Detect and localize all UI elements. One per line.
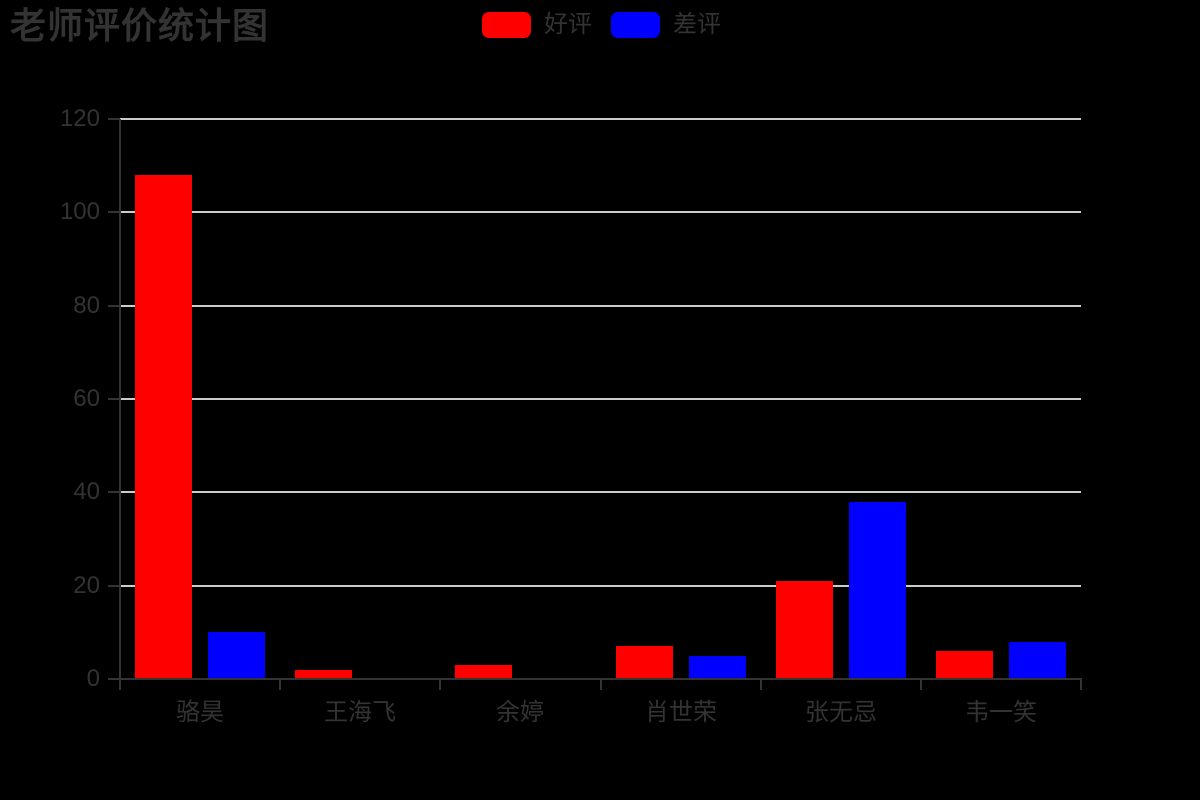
chart-title: 老师评价统计图 — [10, 5, 270, 46]
x-tick — [439, 679, 441, 690]
y-axis-label: 100 — [59, 198, 100, 225]
x-tick — [760, 679, 762, 690]
y-axis-line — [119, 119, 121, 690]
x-axis-label: 骆昊 — [176, 699, 224, 726]
y-axis-label: 80 — [73, 292, 100, 319]
legend-item-good[interactable]: 好评 — [482, 12, 592, 38]
legend-swatch — [611, 12, 660, 38]
x-axis-label: 韦一笑 — [965, 699, 1037, 726]
legend-label-good: 好评 — [544, 11, 592, 38]
legend-swatch — [482, 12, 531, 38]
x-axis-label: 肖世荣 — [645, 699, 717, 726]
bar — [849, 502, 906, 679]
bar — [776, 581, 833, 679]
legend-item-bad[interactable]: 差评 — [611, 12, 721, 38]
y-axis-label: 0 — [86, 665, 100, 692]
x-tick — [920, 679, 922, 690]
x-axis-label: 张无忌 — [805, 699, 877, 726]
gridline — [120, 118, 1081, 120]
gridline — [120, 305, 1081, 307]
bar — [1009, 642, 1066, 679]
y-axis-label: 60 — [73, 385, 100, 412]
bar — [208, 632, 265, 679]
bar — [135, 175, 192, 679]
bar — [295, 670, 352, 679]
y-tick — [108, 305, 120, 307]
y-axis-label: 40 — [73, 478, 100, 505]
bar — [689, 656, 746, 679]
bar — [936, 651, 993, 679]
bar — [455, 665, 512, 679]
y-axis-label: 120 — [59, 105, 100, 132]
y-tick — [108, 398, 120, 400]
y-tick — [108, 678, 120, 680]
y-tick — [108, 491, 120, 493]
x-axis-label: 王海飞 — [324, 699, 396, 726]
x-axis-label: 余婷 — [496, 699, 544, 726]
gridline — [120, 491, 1081, 493]
y-axis-label: 20 — [73, 572, 100, 599]
x-tick — [600, 679, 602, 690]
y-tick — [108, 211, 120, 213]
gridline — [120, 585, 1081, 587]
gridline — [120, 211, 1081, 213]
y-tick — [108, 118, 120, 120]
legend-label-bad: 差评 — [673, 11, 721, 38]
bar — [616, 646, 673, 679]
x-tick — [1080, 679, 1082, 690]
y-tick — [108, 585, 120, 587]
x-tick — [119, 679, 121, 690]
x-tick — [279, 679, 281, 690]
gridline — [120, 398, 1081, 400]
